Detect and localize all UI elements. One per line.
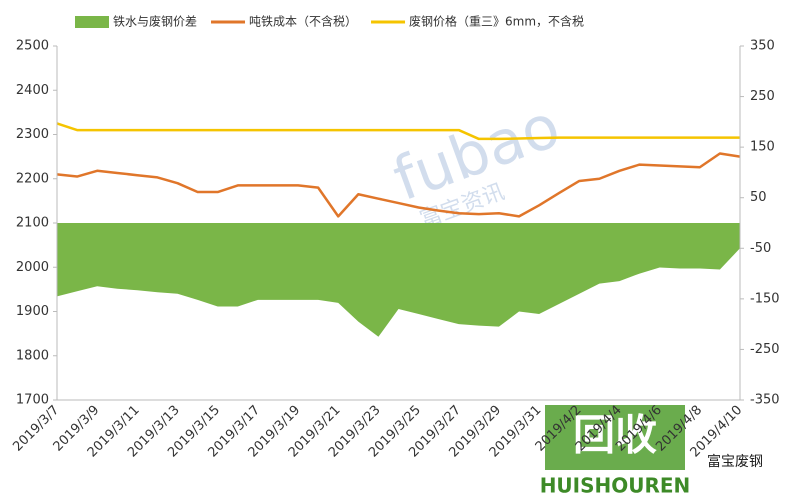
y2-tick-label: 150 — [750, 140, 775, 155]
line — [56, 122, 740, 141]
legend-label: 吨铁成本（不含税） — [249, 14, 357, 29]
area — [57, 223, 740, 337]
y-tick-label: 2200 — [16, 171, 49, 186]
y2-tick-label: 350 — [750, 39, 775, 54]
plot-area — [56, 122, 741, 337]
legend-swatch — [75, 16, 109, 28]
logo-sub: HUISHOUREN — [540, 474, 691, 498]
y-tick-label: 2400 — [16, 83, 49, 98]
y2-tick-label: -250 — [750, 342, 780, 357]
y-tick-label: 2000 — [16, 260, 49, 275]
logo-box — [545, 405, 685, 470]
y-tick-label: 2500 — [16, 39, 49, 54]
y2-tick-label: 250 — [750, 89, 775, 104]
watermark: 富宝废钢 — [707, 453, 763, 470]
legend-label: 废钢价格（重三》6mm，不含税 — [409, 14, 584, 29]
y-tick-label: 1800 — [16, 348, 49, 363]
logo-text: 回收 — [573, 411, 657, 460]
legend-label: 铁水与废钢价差 — [113, 14, 197, 29]
line — [56, 152, 741, 218]
y-tick-label: 2300 — [16, 127, 49, 142]
y2-tick-label: -150 — [750, 291, 780, 306]
y-tick-label: 1900 — [16, 304, 49, 319]
y-tick-label: 2100 — [16, 216, 49, 231]
y2-tick-label: 50 — [750, 190, 767, 205]
y2-tick-label: -50 — [750, 241, 771, 256]
y2-tick-label: -350 — [750, 393, 780, 408]
y-tick-label: 1700 — [16, 393, 49, 408]
